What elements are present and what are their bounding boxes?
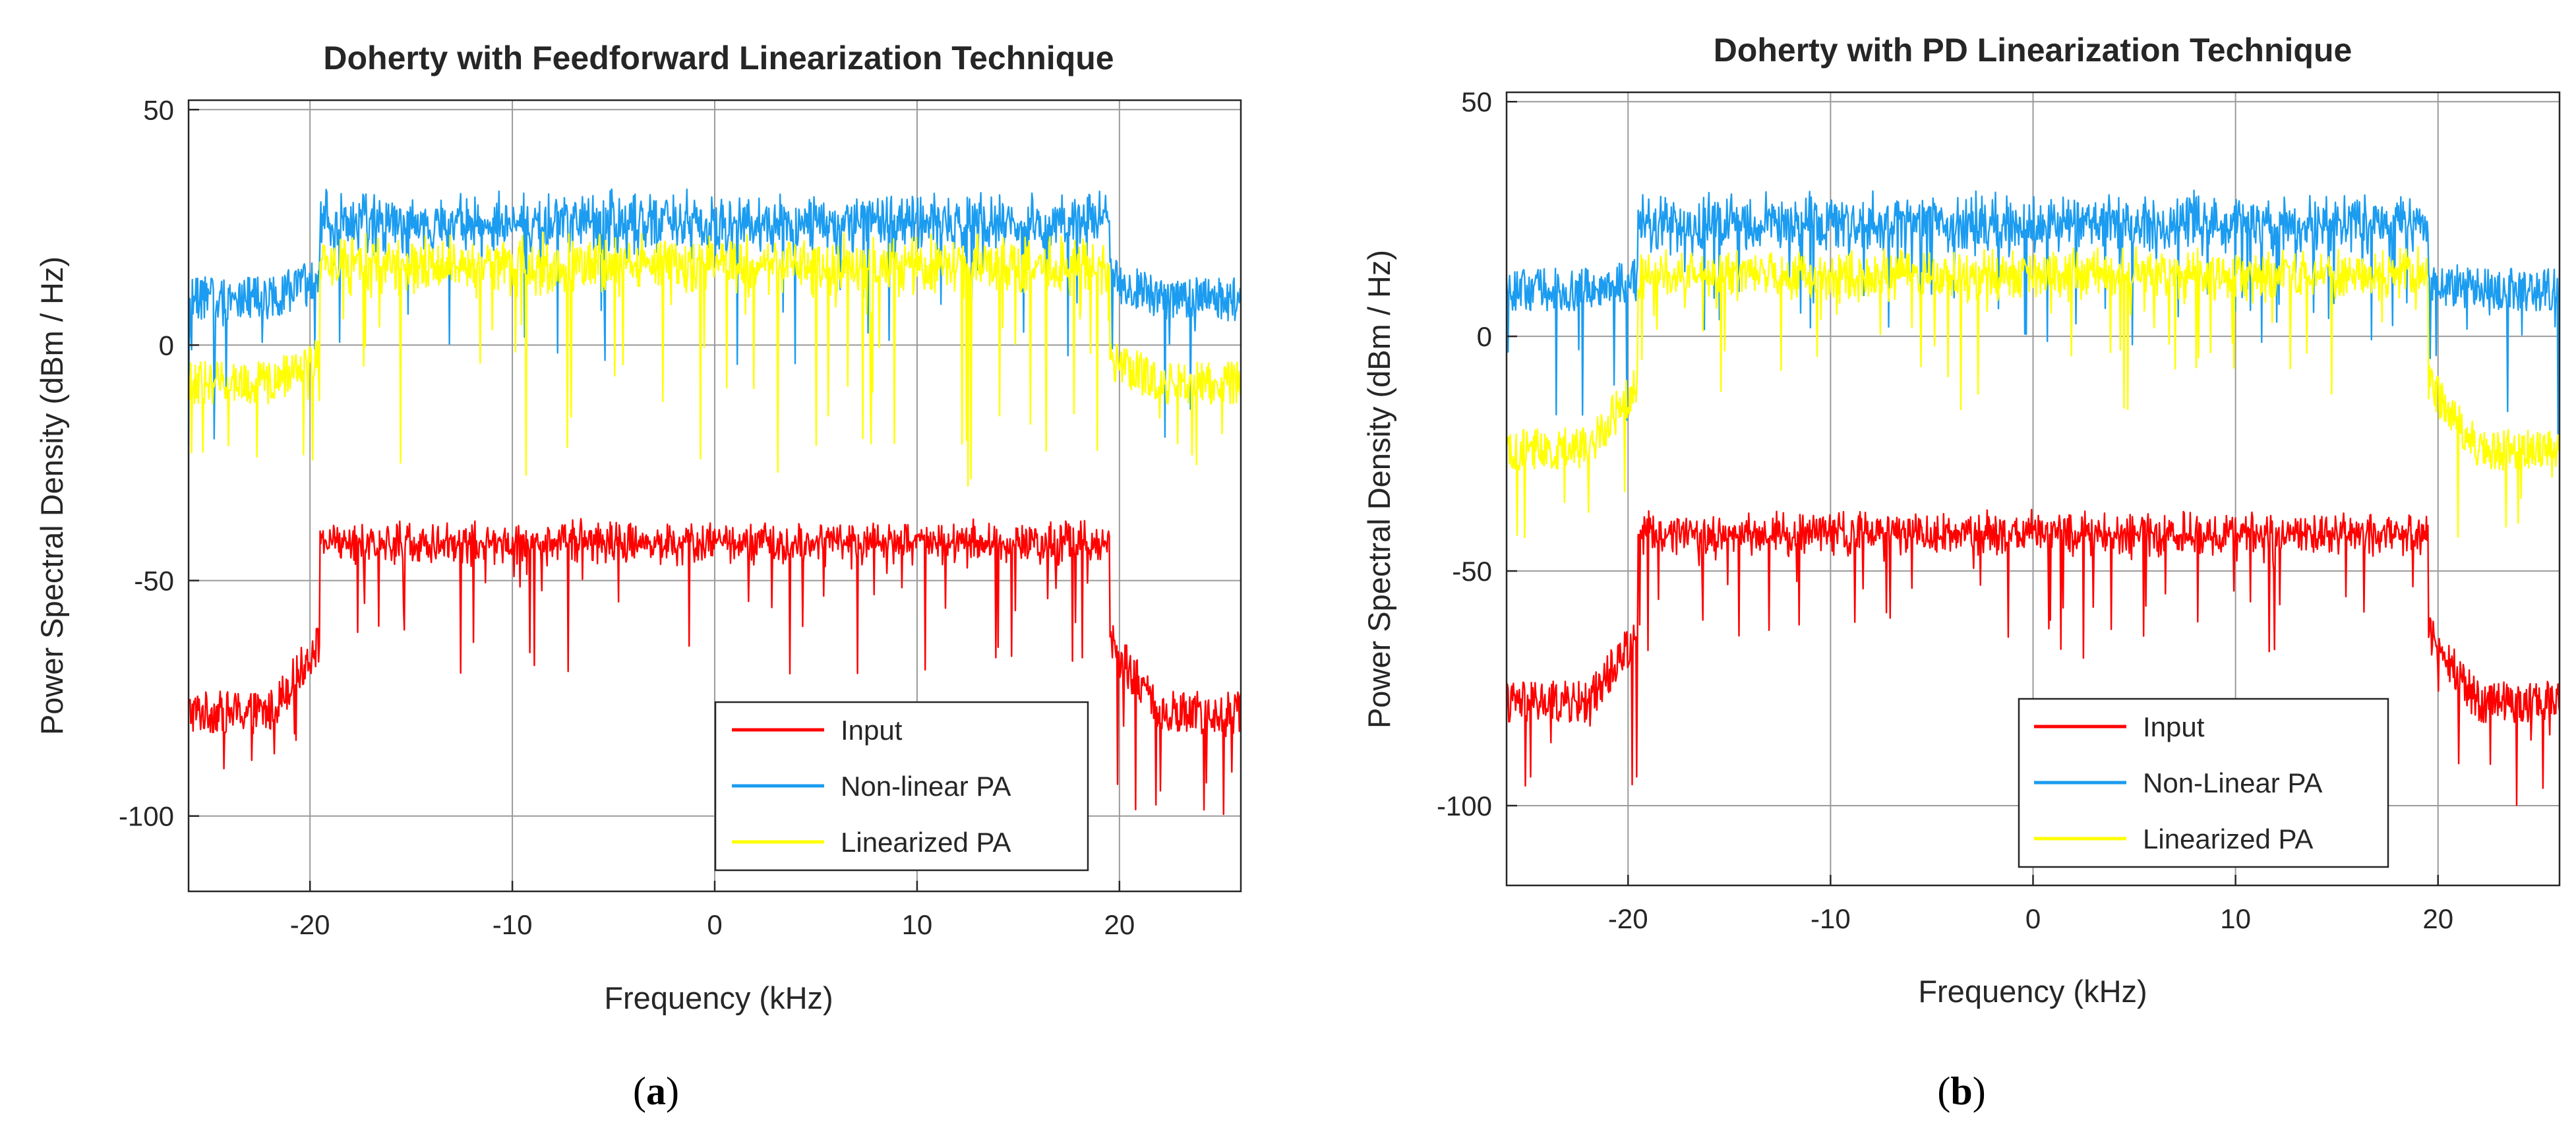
y-tick-label: -50 xyxy=(134,566,174,597)
caption-letter-a: a xyxy=(646,1069,666,1113)
series-line-linearized-pa-a xyxy=(187,231,1242,487)
series-group-b xyxy=(1505,189,2561,806)
y-axis-label-a: Power Spectral Density (dBm / Hz) xyxy=(34,256,69,735)
y-tick-label: 0 xyxy=(159,330,174,361)
y-tick-label: -50 xyxy=(1452,556,1492,587)
chart-panel-a: Doherty with Feedforward Linearization T… xyxy=(34,40,1242,1113)
legend-a: Input Non-linear PA Linearized PA xyxy=(714,701,1089,872)
x-axis-label-a: Frequency (kHz) xyxy=(604,980,833,1015)
caption-b: (b) xyxy=(1937,1069,1985,1113)
chart-title-b: Doherty with PD Linearization Technique xyxy=(1714,32,2352,69)
x-tick-label: 10 xyxy=(902,909,933,940)
legend-label-input-a: Input xyxy=(841,715,903,746)
x-tick-label: 0 xyxy=(707,909,722,940)
series-line-input-b xyxy=(1505,508,2561,806)
y-tick-label: 50 xyxy=(143,94,174,125)
chart-panel-b: Doherty with PD Linearization Technique … xyxy=(1362,32,2561,1113)
x-axis-label-b: Frequency (kHz) xyxy=(1918,974,2147,1009)
legend-label-linearized-b: Linearized PA xyxy=(2143,823,2313,854)
caption-letter-b: b xyxy=(1950,1069,1972,1113)
series-line-non-linear-pa-b xyxy=(1505,189,2561,439)
series-group-a xyxy=(187,188,1242,816)
legend-label-nonlinear-a: Non-linear PA xyxy=(841,771,1011,802)
caption-a: (a) xyxy=(633,1069,679,1113)
x-tick-label: 10 xyxy=(2220,903,2251,934)
legend-label-nonlinear-b: Non-Linear PA xyxy=(2143,767,2322,798)
series-line-linearized-pa-b xyxy=(1505,246,2561,539)
x-tick-label: 0 xyxy=(2025,903,2041,934)
y-tick-label: 50 xyxy=(1461,86,1492,117)
series-line-input-a xyxy=(187,518,1242,816)
series-line-non-linear-pa-a xyxy=(187,188,1242,446)
x-tick-label: -10 xyxy=(1811,903,1851,934)
legend-b: Input Non-Linear PA Linearized PA xyxy=(2018,698,2389,868)
x-tick-label: 20 xyxy=(2422,903,2453,934)
y-tick-label: -100 xyxy=(1437,790,1492,821)
y-tick-label: 0 xyxy=(1477,321,1492,352)
x-tick-label: -20 xyxy=(1608,903,1648,934)
x-tick-label: 20 xyxy=(1104,909,1135,940)
y-tick-label: -100 xyxy=(119,801,174,832)
legend-label-input-b: Input xyxy=(2143,711,2205,742)
y-axis-label-b: Power Spectral Density (dBm / Hz) xyxy=(1362,250,1396,729)
x-tick-label: -20 xyxy=(290,909,330,940)
x-tick-label: -10 xyxy=(493,909,533,940)
legend-label-linearized-a: Linearized PA xyxy=(841,827,1011,858)
chart-title-a: Doherty with Feedforward Linearization T… xyxy=(323,40,1114,76)
